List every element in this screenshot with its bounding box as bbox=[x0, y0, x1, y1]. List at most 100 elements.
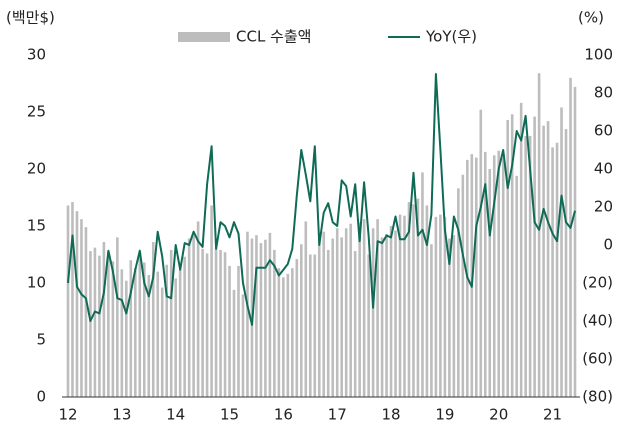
bar bbox=[156, 271, 160, 397]
bar bbox=[196, 221, 200, 397]
bar bbox=[165, 264, 169, 397]
y2-tick-label: 40 bbox=[594, 160, 613, 178]
bar bbox=[241, 294, 245, 397]
bar bbox=[569, 77, 572, 398]
y2-axis-label: (%) bbox=[578, 9, 604, 27]
bar bbox=[546, 121, 550, 398]
bar bbox=[98, 255, 101, 397]
bar bbox=[151, 241, 155, 397]
y2-tick-label: 80 bbox=[594, 84, 613, 102]
bar bbox=[116, 237, 119, 397]
x-tick-label: 19 bbox=[435, 406, 454, 424]
y-tick-label: 20 bbox=[27, 160, 46, 178]
bar bbox=[560, 107, 563, 397]
y2-tick-label: (40) bbox=[582, 312, 613, 330]
bar bbox=[223, 252, 227, 397]
y-tick-label: 25 bbox=[27, 103, 46, 121]
bar bbox=[430, 244, 433, 397]
x-tick-label: 12 bbox=[58, 406, 77, 424]
x-tick-label: 14 bbox=[166, 406, 185, 424]
bar bbox=[111, 261, 115, 397]
bar bbox=[331, 238, 335, 397]
bar bbox=[178, 269, 182, 397]
bar bbox=[84, 227, 88, 397]
bar bbox=[66, 205, 70, 397]
bar bbox=[192, 235, 195, 397]
x-tick-label: 20 bbox=[489, 406, 508, 424]
bar bbox=[295, 259, 299, 397]
bar bbox=[138, 254, 142, 397]
x-tick-label: 15 bbox=[220, 406, 239, 424]
y2-tick-label: (20) bbox=[582, 274, 613, 292]
bar bbox=[107, 252, 110, 397]
bar bbox=[528, 135, 532, 397]
bar bbox=[452, 235, 456, 397]
line bbox=[67, 73, 576, 326]
bar bbox=[134, 268, 137, 397]
bar bbox=[519, 102, 523, 397]
bar bbox=[389, 226, 393, 397]
bar bbox=[492, 155, 496, 397]
x-tick-label: 18 bbox=[381, 406, 400, 424]
y-tick-label: 0 bbox=[36, 388, 46, 406]
bar bbox=[501, 157, 505, 397]
bar bbox=[214, 248, 218, 397]
y-tick-label: 15 bbox=[27, 217, 46, 235]
bar bbox=[439, 214, 442, 397]
bar bbox=[228, 265, 231, 397]
x-tick-label: 16 bbox=[274, 406, 293, 424]
bar bbox=[412, 204, 415, 397]
bar bbox=[335, 228, 339, 397]
bar bbox=[183, 256, 186, 397]
bar bbox=[416, 198, 420, 397]
bar bbox=[237, 265, 240, 397]
bar bbox=[317, 237, 321, 397]
bar bbox=[142, 262, 146, 397]
bar bbox=[264, 239, 267, 397]
bar bbox=[282, 277, 285, 397]
bar bbox=[479, 109, 483, 397]
bar bbox=[398, 214, 402, 397]
bar bbox=[232, 289, 236, 397]
bar bbox=[246, 231, 249, 397]
bar bbox=[259, 243, 263, 397]
bar bbox=[506, 119, 509, 397]
bar bbox=[344, 228, 348, 397]
bar bbox=[407, 202, 411, 397]
bar bbox=[300, 244, 303, 397]
bar bbox=[555, 142, 559, 397]
legend-label: YoY(우) bbox=[425, 28, 477, 46]
y2-tick-label: 20 bbox=[594, 198, 613, 216]
bar bbox=[160, 287, 164, 397]
bar bbox=[268, 232, 272, 397]
bar bbox=[353, 251, 357, 397]
bar bbox=[75, 211, 79, 397]
bar bbox=[403, 215, 406, 397]
bar bbox=[322, 231, 326, 397]
bar bbox=[313, 254, 317, 397]
bar bbox=[308, 254, 312, 397]
y2-tick-label: 0 bbox=[603, 236, 613, 254]
bar bbox=[255, 235, 258, 397]
y2-tick-label: (60) bbox=[582, 350, 613, 368]
y-axis-label: (백만$) bbox=[6, 9, 55, 27]
bar bbox=[394, 230, 397, 397]
bar bbox=[376, 219, 379, 397]
bar bbox=[174, 278, 177, 397]
bar bbox=[533, 116, 536, 397]
bar bbox=[380, 237, 384, 397]
bar bbox=[461, 174, 465, 397]
bar bbox=[326, 249, 330, 397]
x-tick-label: 21 bbox=[543, 406, 562, 424]
bar bbox=[551, 147, 554, 397]
bar bbox=[421, 172, 424, 397]
y2-tick-label: (80) bbox=[582, 388, 613, 406]
bar bbox=[362, 219, 366, 397]
bar bbox=[474, 157, 478, 397]
x-tick-label: 17 bbox=[328, 406, 347, 424]
bar bbox=[497, 150, 501, 397]
bar bbox=[273, 249, 276, 397]
bar bbox=[219, 249, 222, 397]
bar bbox=[510, 114, 514, 397]
